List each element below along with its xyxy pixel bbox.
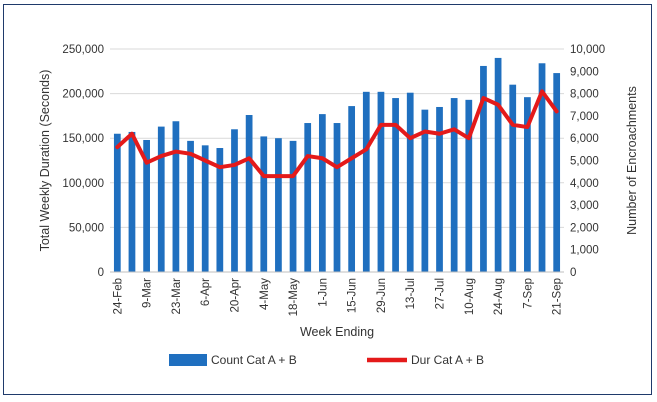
bar	[289, 140, 297, 272]
y2-tick-label: 1,000	[570, 245, 599, 257]
bar	[377, 91, 385, 272]
x-tick-label: 27-Jul	[435, 278, 447, 309]
y-tick-label: 50,000	[69, 222, 104, 234]
bar	[553, 73, 561, 272]
y2-tick-label: 2,000	[570, 222, 599, 234]
bar	[362, 91, 370, 272]
x-tick-label: 24-Aug	[493, 278, 505, 315]
bar	[143, 139, 150, 272]
bar	[524, 97, 531, 272]
bar	[187, 140, 194, 272]
y2-tick-label: 4,000	[570, 178, 599, 190]
x-tick-label: 7-Sep	[522, 278, 534, 309]
x-tick-label: 21-Sep	[552, 278, 564, 315]
x-tick-label: 10-Aug	[464, 278, 476, 315]
bar	[333, 123, 341, 272]
y-tick-label: 200,000	[62, 89, 104, 101]
y2-tick-label: 0	[570, 267, 576, 279]
x-tick-label: 4-May	[259, 278, 271, 310]
series-line	[115, 89, 559, 179]
y2-tick-label: 10,000	[570, 44, 605, 56]
y2-axis-title: Number of Encroachments	[625, 86, 639, 235]
bar	[509, 84, 517, 273]
bar	[201, 145, 209, 272]
bar	[304, 123, 312, 272]
bar	[231, 129, 238, 272]
legend: Count Cat A + B Dur Cat A + B	[169, 353, 484, 367]
x-tick-label: 24-Feb	[112, 278, 124, 314]
bar	[113, 133, 121, 272]
y-axis-title: Total Weekly Duration (Seconds)	[38, 70, 52, 252]
chart: 0 50,000 100,000 150,000 200,000 250,000 0 1,00…	[38, 44, 639, 367]
x-tick-label: 15-Jun	[347, 278, 359, 313]
y2-tick-label: 7,000	[570, 111, 599, 123]
bar	[275, 138, 282, 272]
chart-frame: 0 50,000 100,000 150,000 200,000 250,000 0 1,00…	[3, 4, 652, 395]
bar	[128, 131, 136, 272]
x-tick-label: 9-Mar	[142, 278, 154, 308]
bar	[318, 114, 326, 272]
bar-series-count	[113, 57, 561, 273]
y2-tick-label: 9,000	[570, 66, 599, 78]
bar	[172, 121, 180, 272]
axes: 0 50,000 100,000 150,000 200,000 250,000 0 1,00…	[38, 44, 639, 339]
x-tick-label: 29-Jun	[376, 278, 388, 313]
bar	[421, 109, 429, 272]
y-tick-label: 100,000	[62, 178, 104, 190]
x-tick-label: 6-Apr	[200, 278, 212, 306]
bar	[348, 106, 356, 272]
bar	[245, 115, 253, 273]
bar	[436, 106, 443, 272]
bar	[406, 92, 414, 272]
bar	[450, 98, 458, 272]
bar	[260, 136, 268, 272]
bar	[157, 126, 165, 272]
bar	[392, 98, 399, 272]
y-tick-label: 150,000	[62, 133, 104, 145]
bar	[480, 65, 487, 272]
y2-tick-label: 8,000	[570, 89, 599, 101]
bar	[216, 148, 224, 272]
x-tick-label: 23-Mar	[171, 278, 183, 315]
y-tick-label: 250,000	[62, 44, 104, 56]
bar	[538, 63, 546, 272]
legend-label-duration: Dur Cat A + B	[411, 353, 484, 367]
legend-label-count: Count Cat A + B	[211, 353, 297, 367]
x-tick-label: 20-Apr	[229, 278, 241, 313]
y2-tick-label: 6,000	[570, 133, 599, 145]
y2-tick-label: 5,000	[570, 156, 599, 168]
legend-swatch-count	[169, 354, 207, 366]
x-axis-title: Week Ending	[300, 325, 374, 339]
y2-tick-label: 3,000	[570, 200, 599, 212]
x-tick-label: 18-May	[288, 278, 300, 317]
y-tick-label: 0	[98, 267, 104, 279]
x-tick-label: 1-Jun	[317, 278, 329, 307]
x-tick-label: 13-Jul	[405, 278, 417, 309]
line-series-duration	[115, 89, 559, 179]
bar	[494, 57, 502, 272]
bar	[465, 99, 473, 273]
